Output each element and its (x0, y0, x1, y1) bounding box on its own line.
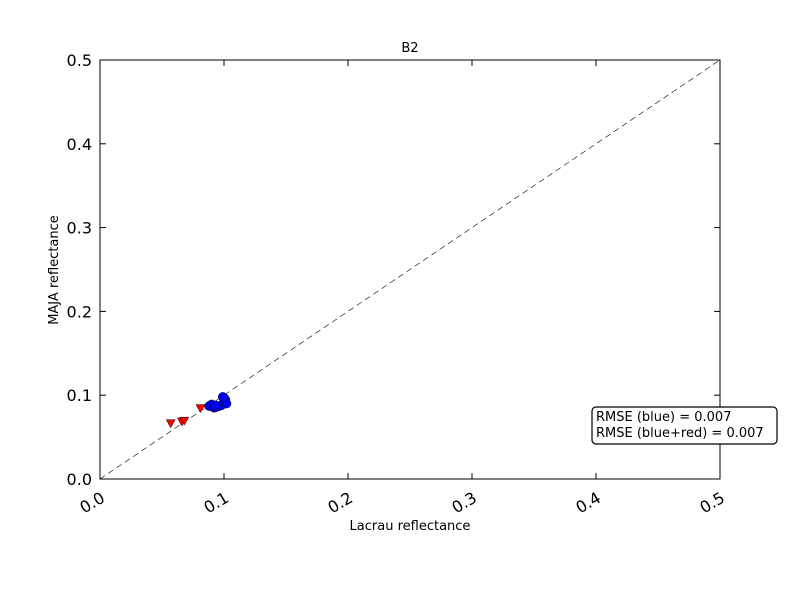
y-tick-label: 0.2 (67, 302, 92, 321)
y-tick-label: 0.0 (67, 470, 92, 489)
point (210, 400, 221, 411)
point (218, 392, 228, 402)
y-tick-label: 0.3 (67, 219, 92, 238)
point (165, 419, 176, 429)
y-tick-label: 0.5 (67, 51, 92, 70)
y-tick-label: 0.1 (67, 386, 92, 405)
y-tick-label: 0.4 (67, 135, 92, 154)
point (195, 404, 206, 414)
chart-title: B2 (401, 41, 418, 56)
annotation-frame (591, 406, 778, 445)
annotation-text: RMSE (blue+red) = 0.007 (596, 426, 764, 441)
y-axis-label: MAJA reflectance (47, 215, 62, 325)
annotation-text: RMSE (blue) = 0.007 (596, 410, 731, 425)
point (179, 416, 190, 426)
identity-line (99, 59, 721, 480)
plot-area (99, 59, 721, 480)
x-axis-label: Lacrau reflectance (350, 519, 471, 534)
